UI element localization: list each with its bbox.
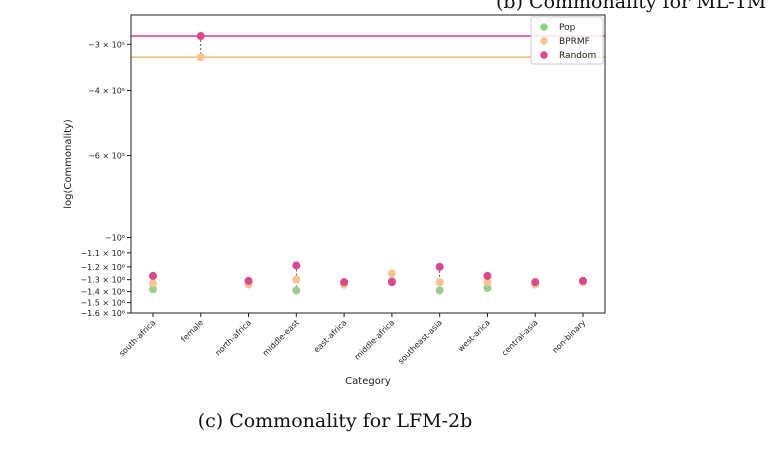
point-random <box>579 276 587 285</box>
point-random <box>340 278 349 287</box>
x-tick-label: southeast-asia <box>396 318 444 366</box>
point-random <box>387 278 396 287</box>
x-tick-label: south-africa <box>117 318 157 358</box>
point-random <box>531 278 540 287</box>
point-random <box>149 271 157 280</box>
y-tick-label: −1.2 × 10⁶ <box>80 263 125 272</box>
legend-label-pop: Pop <box>559 23 576 33</box>
y-axis-label: log(Commonality) <box>63 119 74 209</box>
point-pop <box>149 285 157 294</box>
y-tick-label: −1.4 × 10⁶ <box>80 288 125 297</box>
data-points <box>149 32 587 295</box>
y-tick-label: −1.3 × 10⁶ <box>80 276 125 285</box>
point-pop <box>483 284 492 293</box>
figure-caption: (c) Commonality for LFM-2b <box>197 410 473 432</box>
cropped-top-caption: (b) Commonality for ML-1M <box>496 0 767 13</box>
x-tick-label: north-africa <box>213 318 253 358</box>
y-tick-label: −3 × 10⁵ <box>88 40 125 49</box>
plot-frame <box>130 14 606 314</box>
y-tick-label: −4 × 10⁵ <box>88 86 125 95</box>
point-bprmf <box>483 278 492 287</box>
x-tick-label: non-binary <box>550 318 587 355</box>
point-connectors <box>152 36 584 291</box>
point-bprmf <box>435 278 444 287</box>
x-tick-label: middle-east <box>261 318 301 358</box>
point-bprmf <box>387 269 396 278</box>
legend-label-random: Random <box>559 51 596 61</box>
x-tick-label: west-arica <box>456 318 492 354</box>
y-tick-label: −10⁶ <box>105 234 125 243</box>
point-bprmf <box>292 275 301 284</box>
legend-marker-bprmf <box>540 37 548 45</box>
y-tick-label: −6 × 10⁵ <box>88 152 125 161</box>
point-bprmf <box>149 279 157 288</box>
y-axis-ticks: −3 × 10⁵ −4 × 10⁵ −6 × 10⁵ −10⁶ −1.1 × 10⁶ −1… <box>80 40 131 318</box>
y-tick-label: −1.1 × 10⁶ <box>80 249 125 258</box>
point-random <box>483 271 492 280</box>
x-axis-label: Category <box>345 376 391 387</box>
x-tick-label: middle-africa <box>353 318 397 362</box>
legend-label-bprmf: BPRMF <box>559 37 590 47</box>
point-pop <box>292 286 301 295</box>
legend-box <box>530 16 604 65</box>
y-tick-label: −1.5 × 10⁶ <box>80 299 125 308</box>
x-axis-ticks: south-africa female north-africa middle-eas… <box>117 313 588 366</box>
x-tick-label: central-asia <box>500 318 540 358</box>
point-random <box>292 261 301 270</box>
legend-marker-pop <box>540 23 548 31</box>
y-tick-label: −1.6 × 10⁶ <box>80 309 125 318</box>
legend-marker-random <box>540 51 548 59</box>
point-random <box>196 32 205 41</box>
x-tick-label: east-africa <box>312 318 349 355</box>
x-tick-label: female <box>179 318 205 344</box>
reference-lines <box>131 35 605 58</box>
point-random <box>244 276 253 285</box>
point-random <box>435 262 444 271</box>
point-bprmf <box>196 53 205 62</box>
legend: Pop BPRMF Random <box>530 16 604 65</box>
point-pop <box>435 286 444 295</box>
